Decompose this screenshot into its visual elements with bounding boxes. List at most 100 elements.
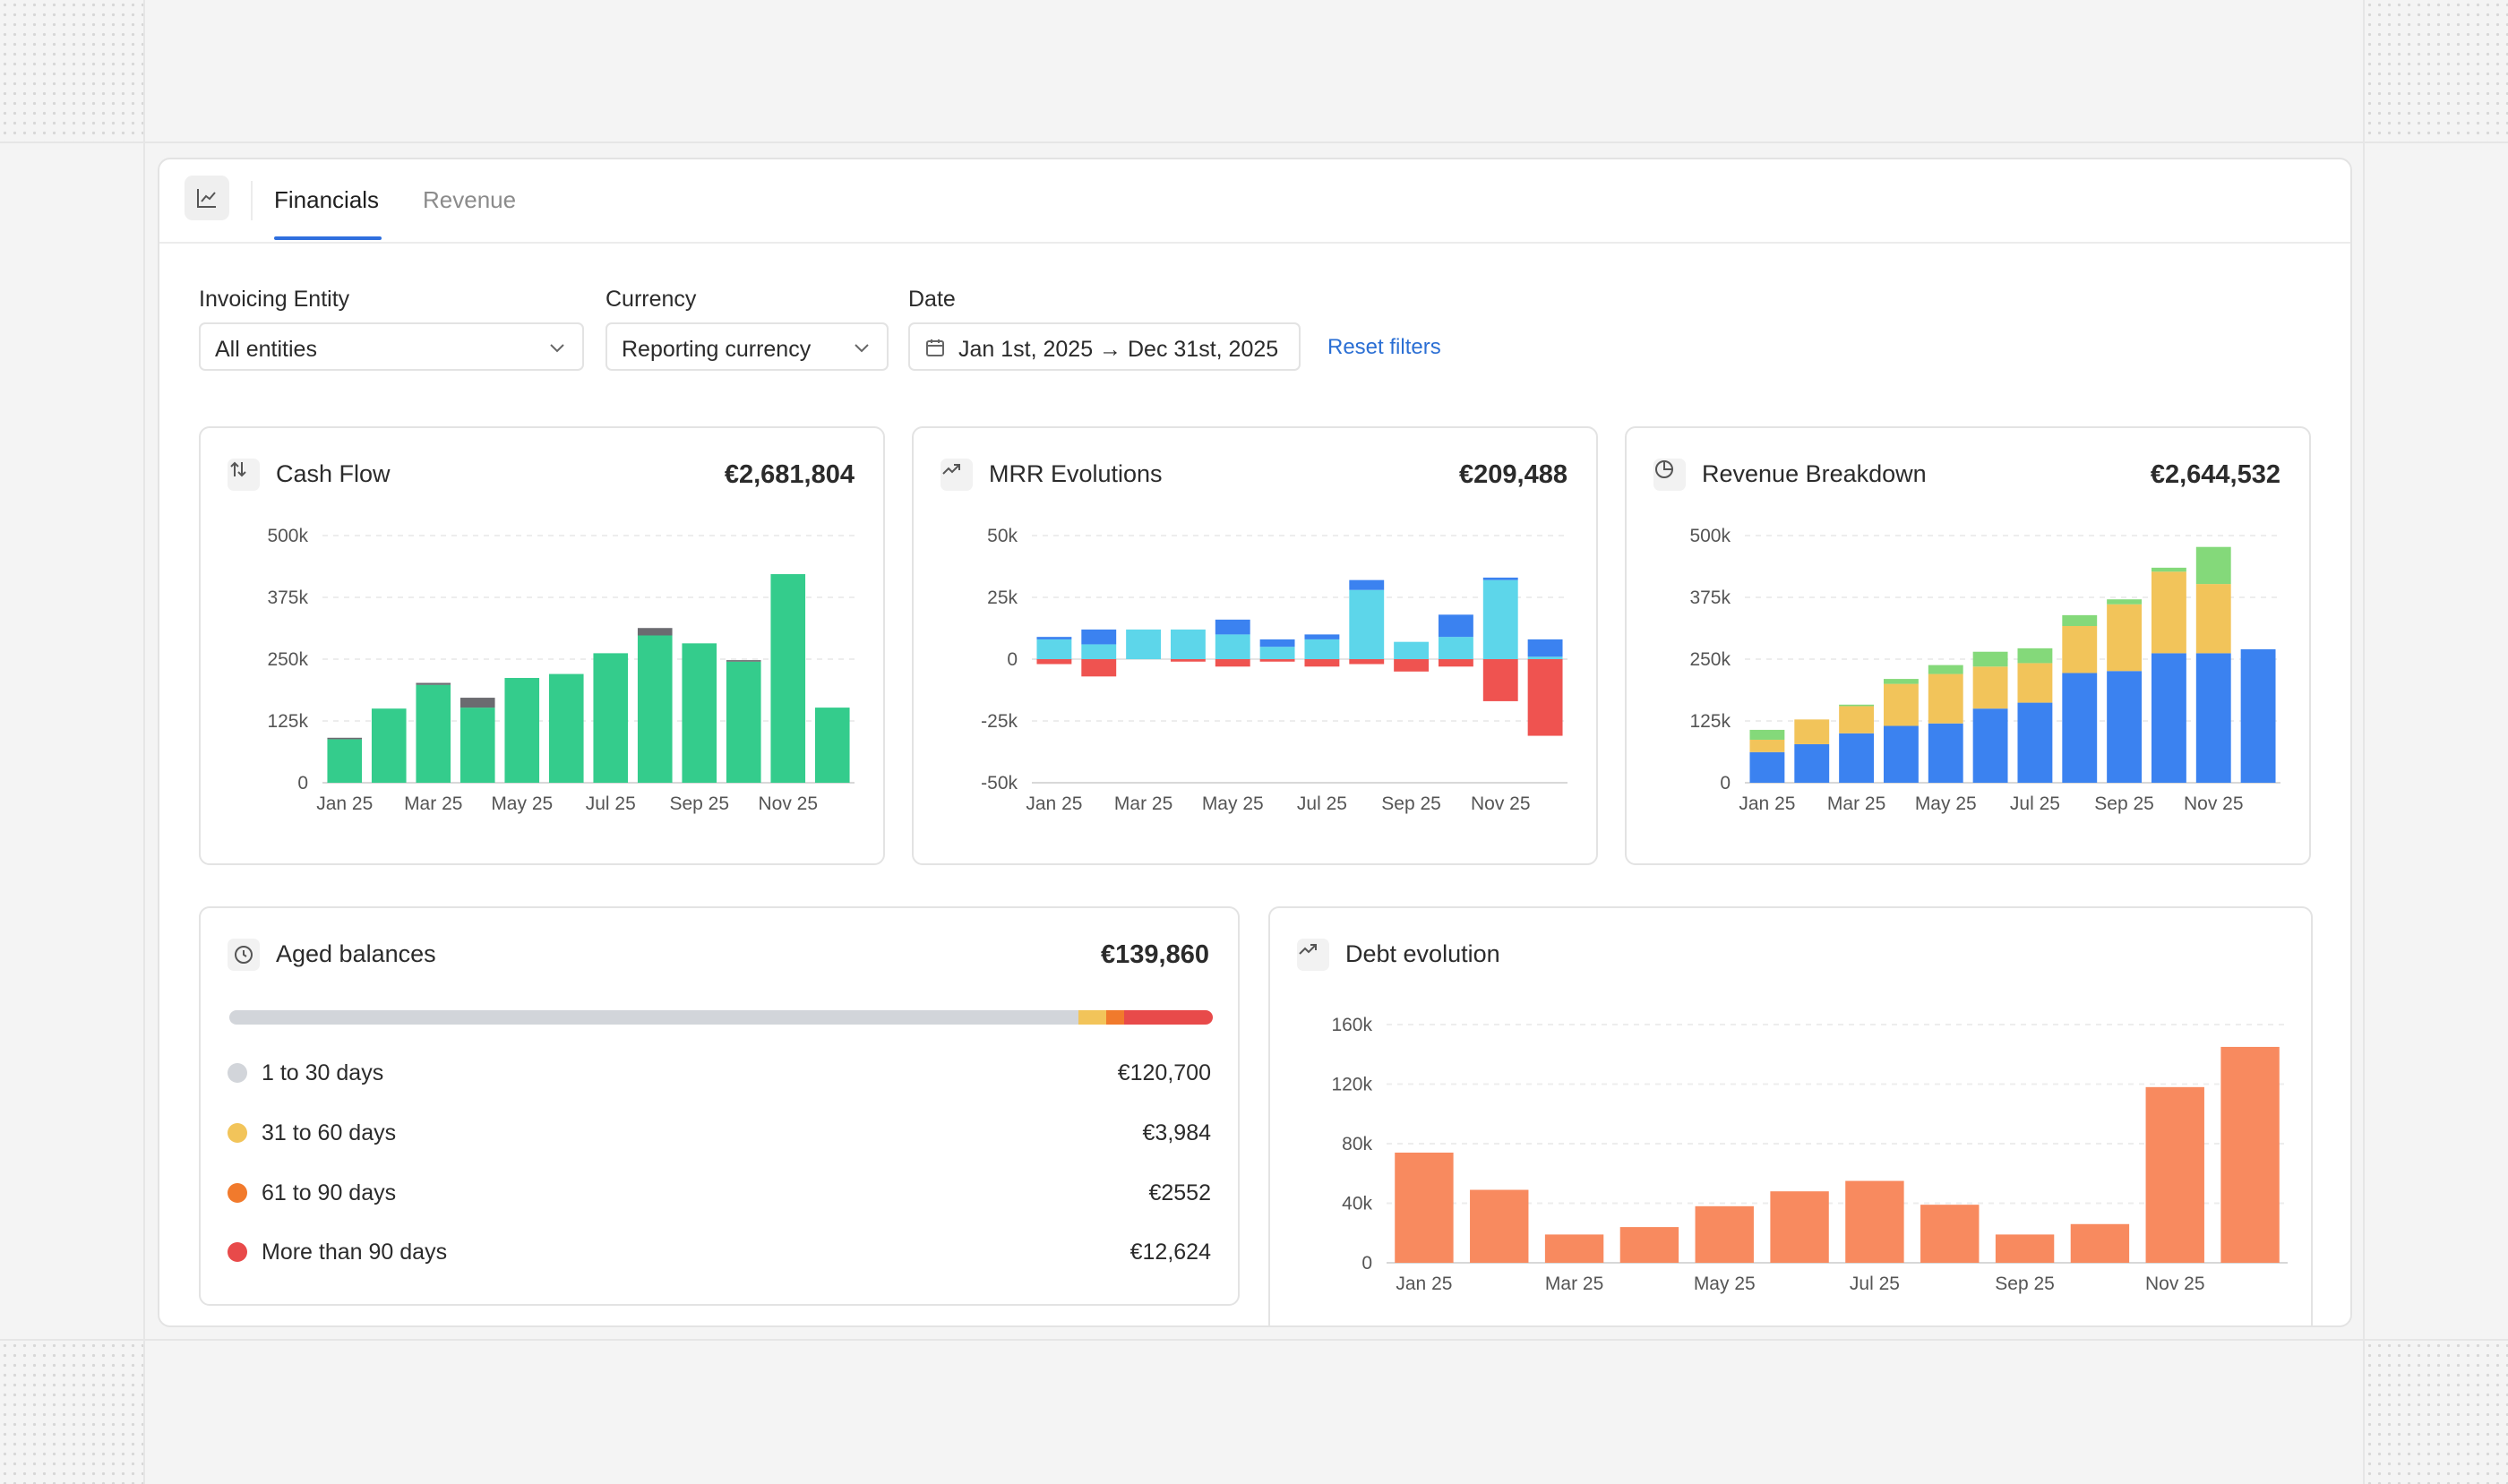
bar [2070, 1223, 2130, 1263]
currency-value: Reporting currency [622, 337, 812, 362]
bar [1259, 647, 1295, 659]
x-tick-label: Jul 25 [586, 793, 636, 814]
revenue-breakdown-total: €2,644,532 [2150, 460, 2280, 489]
x-tick-label: Sep 25 [669, 793, 729, 814]
bar [1304, 659, 1340, 667]
dashboard-card: Financials Revenue Invoicing Entity All … [158, 158, 2352, 1327]
dot-pattern [0, 1341, 143, 1484]
bucket-amount: €12,624 [1129, 1240, 1211, 1265]
bar [1036, 637, 1072, 639]
y-tick-label: 120k [1331, 1075, 1372, 1095]
dot-pattern [0, 0, 143, 143]
bar [1972, 666, 2008, 709]
bar [1619, 1227, 1679, 1263]
bar [1482, 577, 1518, 580]
divider [251, 181, 253, 220]
y-tick-label: 0 [1361, 1253, 1372, 1274]
bar [1438, 659, 1473, 667]
bar [1349, 579, 1385, 590]
bar [1749, 739, 1785, 752]
bar [2107, 599, 2143, 605]
bar [2195, 546, 2231, 585]
pie-chart-icon [1653, 459, 1686, 491]
invoicing-entity-value: All entities [215, 337, 317, 362]
date-range-value: Jan 1st, 2025 → Dec 31st, 2025 [958, 337, 1279, 362]
cash-flow-chart: 0 125k 250k 375k 500k Jan 25 Mar 25 May 25 Jul 2… [267, 526, 855, 814]
bar [814, 708, 850, 783]
x-tick-label: May 25 [1915, 793, 1977, 814]
debt-evolution-title: Debt evolution [1345, 940, 1500, 967]
bar [327, 737, 363, 740]
date-label: Date [908, 287, 956, 312]
bar [593, 653, 629, 783]
bar [1081, 629, 1117, 645]
bar [1883, 679, 1919, 684]
bar [2017, 648, 2053, 664]
bar [460, 698, 495, 708]
calendar-icon [926, 339, 944, 356]
aged-bar-segment [1105, 1010, 1124, 1025]
bar [637, 628, 673, 636]
bar [2017, 702, 2053, 783]
legend-dot [228, 1183, 247, 1203]
bar [1259, 639, 1295, 648]
y-tick-label: 40k [1342, 1194, 1372, 1214]
bar [2195, 653, 2231, 783]
currency-select[interactable]: Reporting currency [606, 322, 889, 371]
bar [1482, 579, 1518, 659]
bar [2017, 663, 2053, 703]
bar [726, 660, 761, 662]
bar [770, 574, 806, 783]
bar [1395, 1152, 1454, 1263]
x-tick-label: May 25 [491, 793, 553, 814]
aged-bar-segment [1078, 1010, 1106, 1025]
legend-dot [228, 1123, 247, 1143]
bar [1394, 659, 1430, 672]
x-tick-label: Jul 25 [1850, 1274, 1900, 1294]
bar [1928, 673, 1963, 724]
y-tick-label: -25k [981, 711, 1018, 732]
tab-revenue[interactable]: Revenue [423, 186, 517, 213]
bucket-amount: €120,700 [1117, 1060, 1211, 1085]
bar [1170, 629, 1206, 659]
chevron-down-icon [550, 344, 564, 353]
aged-balances-total: €139,860 [1101, 940, 1209, 969]
y-tick-label: 50k [987, 526, 1018, 546]
cash-flow-title: Cash Flow [276, 460, 391, 487]
chart-line-icon[interactable] [185, 176, 229, 220]
date-range-picker[interactable]: Jan 1st, 2025 → Dec 31st, 2025 [908, 322, 1301, 371]
bar [682, 643, 717, 783]
aged-bucket-61-90: 61 to 90 days €2552 [228, 1179, 1211, 1205]
bar [1928, 665, 1963, 674]
bar [1883, 725, 1919, 783]
reset-filters-link[interactable]: Reset filters [1327, 335, 1441, 359]
x-tick-label: Jan 25 [1026, 793, 1082, 814]
bar [1081, 644, 1117, 659]
legend-dot [228, 1063, 247, 1083]
tab-financials[interactable]: Financials [274, 186, 380, 213]
mrr-chart: -50k -25k 0 25k 50k Jan 25 Mar 25 May 25 Jul 25 S… [981, 526, 1568, 814]
bucket-amount: €3,984 [1142, 1120, 1211, 1145]
aged-bar-segment [1123, 1010, 1213, 1025]
bar [1749, 729, 1785, 740]
bar [1349, 589, 1385, 659]
x-tick-label: Jul 25 [1297, 793, 1347, 814]
bar [1215, 634, 1250, 659]
bar [2240, 648, 2276, 783]
x-tick-label: Sep 25 [1381, 793, 1441, 814]
active-tab-indicator [274, 236, 382, 240]
guide-line [2363, 0, 2365, 1484]
bar [1081, 659, 1117, 677]
bar [416, 682, 451, 685]
x-tick-label: Mar 25 [404, 793, 462, 814]
bar [1215, 619, 1250, 635]
guide-line [143, 0, 145, 1484]
bar [548, 673, 584, 783]
invoicing-entity-select[interactable]: All entities [199, 322, 584, 371]
bar [1995, 1234, 2055, 1263]
bar [416, 684, 451, 783]
mrr-title: MRR Evolutions [989, 460, 1163, 487]
x-tick-label: Sep 25 [2094, 793, 2154, 814]
x-tick-label: Nov 25 [1471, 793, 1531, 814]
bar [1470, 1189, 1529, 1263]
